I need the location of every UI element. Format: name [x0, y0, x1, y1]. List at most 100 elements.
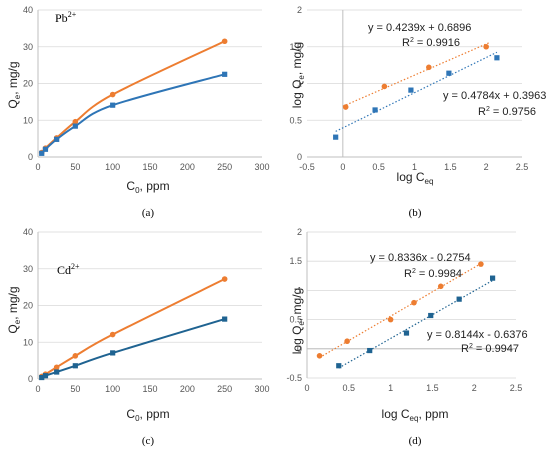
- data-point: [437, 283, 444, 290]
- panel-b-r2-1: R2 = 0.9916: [402, 37, 460, 49]
- panel-b-ylabel: log Qe, mg/g: [290, 42, 306, 109]
- panel-d-eq2: y = 0.8144x - 0.6376: [427, 329, 528, 341]
- x-tick-label: 150: [142, 162, 157, 172]
- y-tick-label: 30: [23, 42, 33, 52]
- y-tick-label: 10: [23, 337, 33, 347]
- series-line: [40, 73, 225, 155]
- data-point: [109, 331, 116, 338]
- panel-b-xlabel: log Ceq: [397, 170, 434, 186]
- y-tick-label: 1: [297, 285, 302, 295]
- x-tick-label: 0.5: [372, 162, 385, 172]
- panel-c-series: [38, 276, 228, 381]
- data-point: [72, 353, 79, 359]
- panel-c-axes: [37, 232, 262, 380]
- panel-c-ion-label: Cd2+: [57, 262, 80, 277]
- data-point: [446, 70, 452, 76]
- data-point: [72, 363, 78, 369]
- data-point: [489, 275, 496, 281]
- data-point: [54, 369, 60, 375]
- panel-d-tick-labels: -0.500.511.520 0.5 1 1.5 2 2.5: [286, 227, 522, 393]
- x-tick-label: -0.5: [299, 162, 315, 172]
- panel-b-eq2: y = 0.4784x + 0.3963: [443, 90, 546, 102]
- data-point: [54, 136, 60, 142]
- data-point: [403, 330, 410, 336]
- data-point: [72, 123, 78, 129]
- data-point: [336, 363, 342, 369]
- x-tick-label: 200: [180, 384, 195, 394]
- panel-b-eq1: y = 0.4239x + 0.6896: [368, 22, 471, 34]
- panel-a-ylabel: Qe, mg/g: [6, 61, 22, 108]
- y-tick-label: 0: [28, 152, 33, 162]
- panel-c-label: (c): [142, 435, 155, 447]
- panel-a-label: (a): [142, 207, 155, 219]
- data-point: [221, 38, 228, 45]
- x-tick-label: 250: [217, 384, 232, 394]
- data-point: [221, 276, 228, 282]
- x-tick-label: 1.5: [444, 162, 457, 172]
- panel-d-r2-1: R2 = 0.9984: [404, 268, 462, 280]
- panel-d-series: [316, 261, 496, 369]
- data-point: [39, 150, 45, 156]
- y-tick-label: 2: [297, 5, 302, 15]
- data-point: [381, 83, 388, 90]
- panel-d-axes: [306, 232, 516, 378]
- panel-d-r2-2: R2 = 0.9947: [461, 343, 519, 355]
- data-point: [222, 316, 228, 322]
- panel-d-ylabel: log Qe, mg/g: [290, 288, 306, 355]
- panel-c: Qe, mg/g 0 10 20 30 40 0 50 100 150 200 250 300 Cd2…: [6, 227, 270, 447]
- data-point: [109, 91, 116, 98]
- x-tick-label: 0: [304, 383, 309, 393]
- x-tick-label: 2.5: [516, 162, 529, 172]
- series-line: [40, 40, 226, 154]
- y-tick-label: 10: [23, 115, 33, 125]
- panel-a-xlabel: C0, ppm: [126, 179, 169, 195]
- panel-a-ion-label: Pb2+: [55, 10, 77, 25]
- x-tick-label: 200: [180, 162, 195, 172]
- data-point: [222, 71, 228, 77]
- data-point: [428, 312, 434, 319]
- data-point: [494, 55, 500, 61]
- x-tick-label: 0: [340, 162, 345, 172]
- x-tick-label: 2: [484, 162, 489, 172]
- y-tick-label: 1.5: [289, 42, 302, 52]
- x-tick-label: 250: [217, 162, 232, 172]
- panel-b-r2-2: R2 = 0.9756: [478, 106, 536, 118]
- x-tick-label: 0.5: [343, 383, 356, 393]
- x-tick-label: 50: [70, 384, 80, 394]
- x-tick-label: 2: [472, 383, 477, 393]
- panel-d-xlabel: log Ceq, ppm: [382, 407, 449, 423]
- data-point: [53, 364, 60, 371]
- data-point: [39, 374, 45, 381]
- panel-b-axes: [307, 10, 522, 158]
- y-tick-label: 20: [23, 301, 33, 311]
- x-tick-label: 50: [70, 162, 80, 172]
- panel-a-grid: [38, 9, 262, 158]
- panel-a-axes: [37, 10, 262, 158]
- y-tick-label: 20: [23, 79, 33, 89]
- panel-a: Qe, mg/g 0 10 20 30 40 0 50 100 150 200 250 300 Pb2…: [6, 5, 270, 219]
- y-tick-label: 0: [297, 344, 302, 354]
- y-tick-label: 40: [23, 227, 33, 237]
- x-tick-label: 1: [412, 162, 417, 172]
- data-point: [110, 350, 116, 356]
- data-point: [372, 107, 378, 113]
- series-line: [41, 318, 225, 379]
- panel-d-eq1: y = 0.8336x - 0.2754: [370, 252, 471, 264]
- data-point: [110, 102, 116, 108]
- panel-c-tick-labels: 0 10 20 30 40 0 50 100 150 200 250 300: [23, 227, 270, 394]
- y-tick-label: 40: [23, 5, 33, 15]
- panel-b-series: [333, 41, 500, 140]
- data-point: [408, 87, 414, 93]
- panel-a-series: [38, 38, 228, 156]
- x-tick-label: 100: [105, 384, 120, 394]
- y-tick-label: 0: [28, 374, 33, 384]
- panel-c-ylabel: Qe, mg/g: [6, 286, 22, 333]
- x-tick-label: 100: [105, 162, 120, 172]
- data-point: [367, 347, 373, 354]
- data-point: [42, 146, 49, 152]
- panel-a-tick-labels: 0 10 20 30 40 0 50 100 150 200 250 300: [23, 5, 270, 172]
- y-tick-label: -0.5: [286, 373, 302, 383]
- data-point: [72, 118, 79, 125]
- x-tick-label: 150: [142, 384, 157, 394]
